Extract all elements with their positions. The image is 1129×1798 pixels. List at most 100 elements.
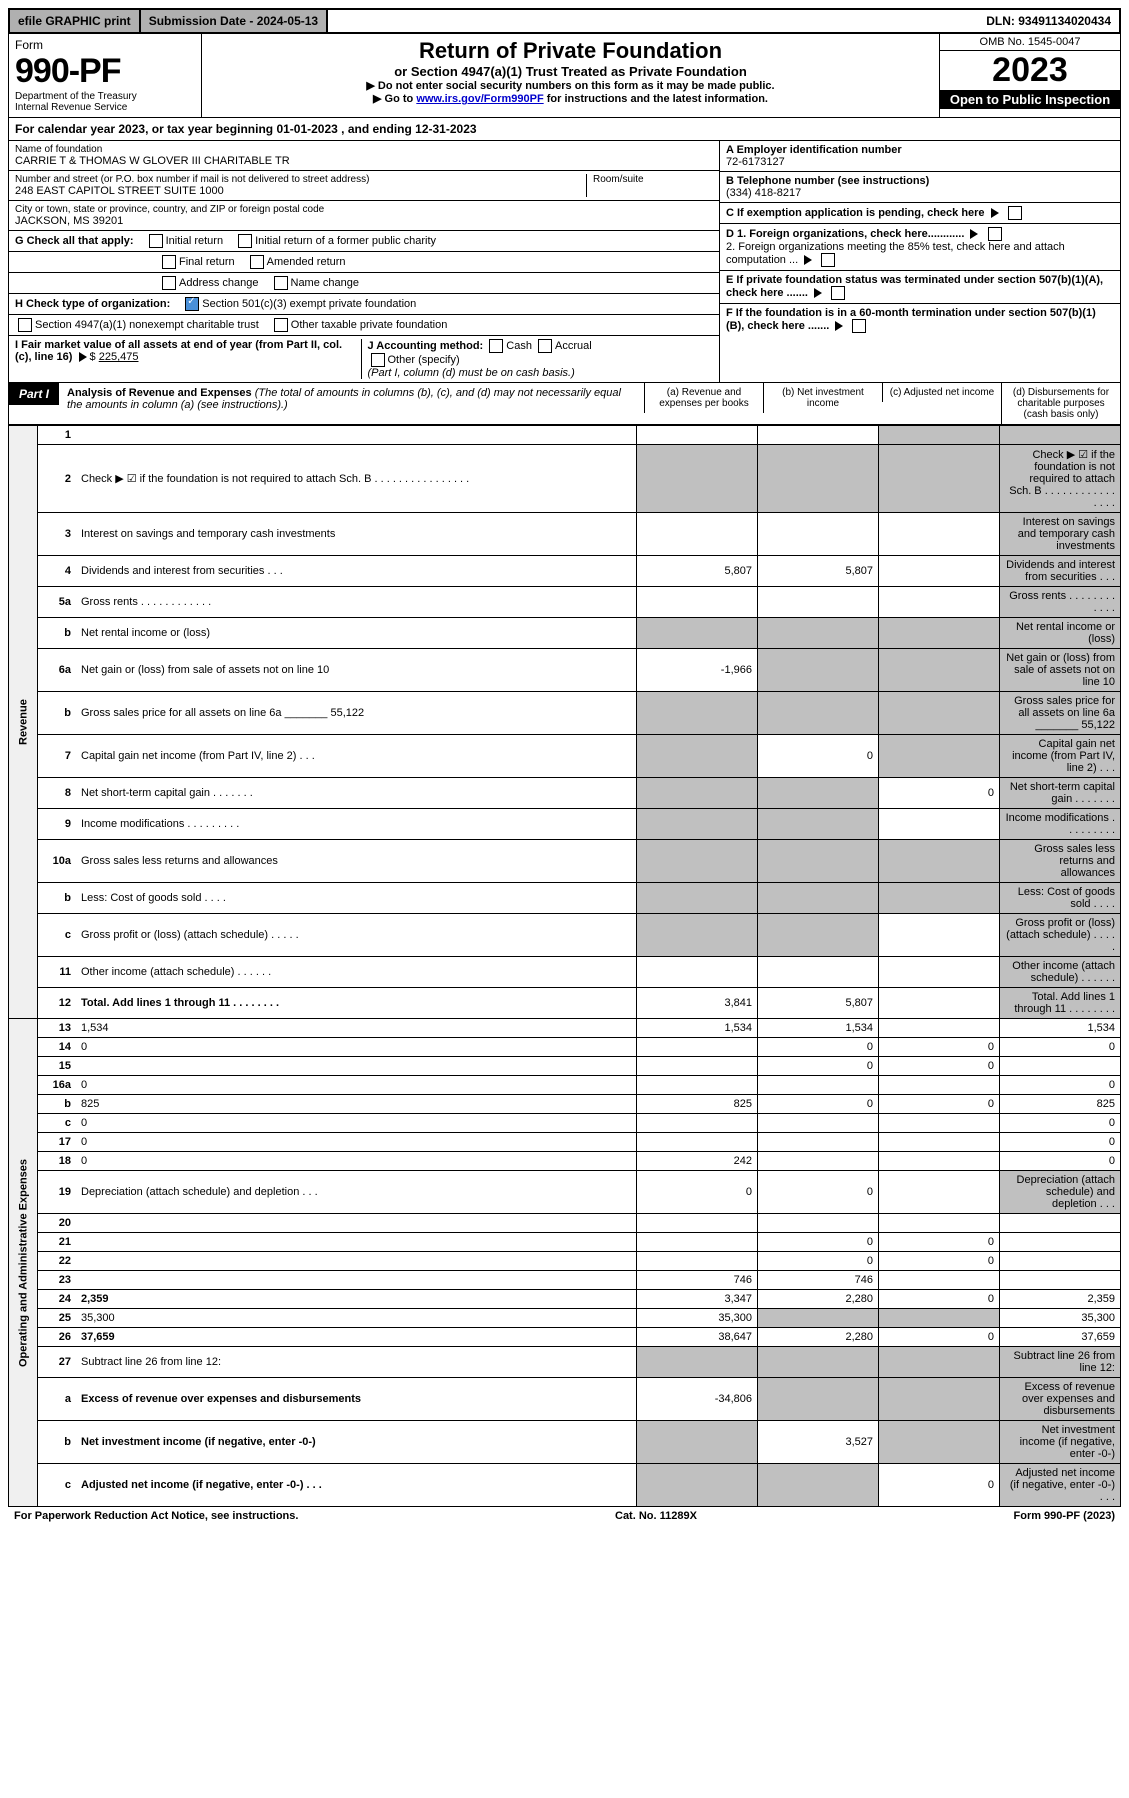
foreign-85-checkbox[interactable] <box>821 253 835 267</box>
final-return-checkbox[interactable] <box>162 255 176 269</box>
cell-c <box>879 1133 1000 1152</box>
instr-1: ▶ Do not enter social security numbers o… <box>206 79 935 92</box>
cell-d: 35,300 <box>1000 1309 1121 1328</box>
col-d-header: (d) Disbursements for charitable purpose… <box>1001 383 1120 424</box>
line-number: 13 <box>38 1019 77 1038</box>
cell-b <box>758 957 879 988</box>
cell-c <box>879 1347 1000 1378</box>
line-number: 5a <box>38 587 77 618</box>
expenses-section-label: Operating and Administrative Expenses <box>9 1019 38 1507</box>
cell-b: 5,807 <box>758 988 879 1019</box>
irs-link[interactable]: www.irs.gov/Form990PF <box>416 93 543 105</box>
cell-b <box>758 809 879 840</box>
cell-a: 242 <box>637 1152 758 1171</box>
line-number: 8 <box>38 778 77 809</box>
exemption-pending-checkbox[interactable] <box>1008 206 1022 220</box>
line-number: 20 <box>38 1214 77 1233</box>
table-row: 2535,30035,30035,300 <box>9 1309 1121 1328</box>
tax-year: 2023 <box>940 51 1120 90</box>
status-terminated-checkbox[interactable] <box>831 286 845 300</box>
cell-a <box>637 1057 758 1076</box>
line-description: 37,659 <box>76 1328 637 1347</box>
cell-a: 3,347 <box>637 1290 758 1309</box>
table-row: 4Dividends and interest from securities … <box>9 556 1121 587</box>
c-label: C If exemption application is pending, c… <box>726 207 985 219</box>
i-label: I Fair market value of all assets at end… <box>15 339 342 363</box>
amended-return-checkbox[interactable] <box>250 255 264 269</box>
cell-b <box>758 445 879 513</box>
cash-checkbox[interactable] <box>489 339 503 353</box>
cell-c <box>879 618 1000 649</box>
line-description <box>76 1271 637 1290</box>
irs-label: Internal Revenue Service <box>15 102 195 113</box>
line-description <box>76 1233 637 1252</box>
line-number: 23 <box>38 1271 77 1290</box>
table-row: bGross sales price for all assets on lin… <box>9 692 1121 735</box>
cell-c <box>879 1114 1000 1133</box>
cell-d <box>1000 1271 1121 1290</box>
line-description <box>76 1252 637 1271</box>
other-taxable-checkbox[interactable] <box>274 318 288 332</box>
4947-checkbox[interactable] <box>18 318 32 332</box>
cell-d: 0 <box>1000 1152 1121 1171</box>
line-number: c <box>38 914 77 957</box>
cell-a: 746 <box>637 1271 758 1290</box>
name-change-checkbox[interactable] <box>274 276 288 290</box>
table-row: 12Total. Add lines 1 through 11 . . . . … <box>9 988 1121 1019</box>
table-row: cGross profit or (loss) (attach schedule… <box>9 914 1121 957</box>
efile-print-button[interactable]: efile GRAPHIC print <box>10 10 141 32</box>
cell-a <box>637 957 758 988</box>
cell-d: Net short-term capital gain . . . . . . … <box>1000 778 1121 809</box>
foreign-org-checkbox[interactable] <box>988 227 1002 241</box>
line-description: Net rental income or (loss) <box>76 618 637 649</box>
60-month-checkbox[interactable] <box>852 319 866 333</box>
line-number: 27 <box>38 1347 77 1378</box>
table-row: 11Other income (attach schedule) . . . .… <box>9 957 1121 988</box>
table-row: 19Depreciation (attach schedule) and dep… <box>9 1171 1121 1214</box>
accrual-checkbox[interactable] <box>538 339 552 353</box>
instr-2: ▶ Go to www.irs.gov/Form990PF for instru… <box>206 92 935 105</box>
cell-b <box>758 1378 879 1421</box>
cell-a: -34,806 <box>637 1378 758 1421</box>
table-row: 1700 <box>9 1133 1121 1152</box>
cell-c <box>879 587 1000 618</box>
cell-b <box>758 587 879 618</box>
initial-return-checkbox[interactable] <box>149 234 163 248</box>
cell-b <box>758 513 879 556</box>
open-public-badge: Open to Public Inspection <box>940 90 1120 109</box>
other-method-checkbox[interactable] <box>371 353 385 367</box>
col-a-header: (a) Revenue and expenses per books <box>644 383 763 413</box>
initial-former-checkbox[interactable] <box>238 234 252 248</box>
top-bar: efile GRAPHIC print Submission Date - 20… <box>8 8 1121 34</box>
cell-d: 0 <box>1000 1076 1121 1095</box>
cell-d: 0 <box>1000 1038 1121 1057</box>
cell-b: 0 <box>758 1038 879 1057</box>
501c3-checkbox[interactable] <box>185 297 199 311</box>
line-number: 9 <box>38 809 77 840</box>
cell-d: Other income (attach schedule) . . . . .… <box>1000 957 1121 988</box>
cell-a <box>637 1252 758 1271</box>
cell-d: 0 <box>1000 1114 1121 1133</box>
foundation-name: CARRIE T & THOMAS W GLOVER III CHARITABL… <box>15 155 713 167</box>
table-row: 1802420 <box>9 1152 1121 1171</box>
line-description: Gross sales price for all assets on line… <box>76 692 637 735</box>
address-change-checkbox[interactable] <box>162 276 176 290</box>
cell-d: 1,534 <box>1000 1019 1121 1038</box>
line-number: 10a <box>38 840 77 883</box>
cell-b <box>758 1076 879 1095</box>
line-description: Net investment income (if negative, ente… <box>76 1421 637 1464</box>
line-description: Subtract line 26 from line 12: <box>76 1347 637 1378</box>
cell-d <box>1000 1214 1121 1233</box>
table-row: bNet rental income or (loss)Net rental i… <box>9 618 1121 649</box>
cat-no: Cat. No. 11289X <box>615 1510 697 1522</box>
table-row: 27Subtract line 26 from line 12:Subtract… <box>9 1347 1121 1378</box>
cell-a <box>637 1233 758 1252</box>
cell-d <box>1000 1057 1121 1076</box>
line-number: 22 <box>38 1252 77 1271</box>
cell-d <box>1000 1252 1121 1271</box>
cell-c <box>879 1271 1000 1290</box>
table-row: cAdjusted net income (if negative, enter… <box>9 1464 1121 1507</box>
revenue-section-label: Revenue <box>9 426 38 1019</box>
cell-b: 0 <box>758 1095 879 1114</box>
cell-a: 35,300 <box>637 1309 758 1328</box>
